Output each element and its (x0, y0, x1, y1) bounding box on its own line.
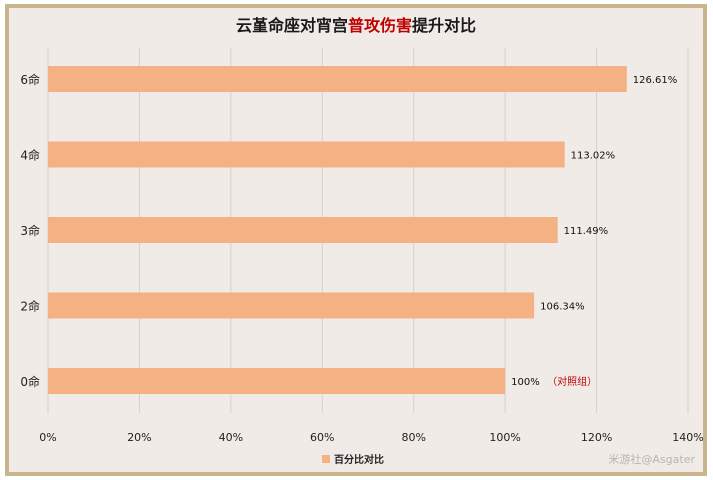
x-tick-label: 40% (219, 431, 243, 444)
legend-label: 百分比对比 (334, 453, 384, 466)
bar (48, 217, 558, 243)
bar-chart: 云堇命座对宵宫普攻伤害提升对比 126.61% 113.02% 111.49% 106… (20, 16, 703, 466)
x-tick-label: 80% (401, 431, 425, 444)
category-label: 6命 (20, 72, 40, 87)
bar (48, 368, 506, 394)
bar-value-label: 106.34% (540, 302, 585, 313)
bar-value-label: 111.49% (564, 226, 609, 237)
category-label: 4命 (20, 148, 40, 163)
bar-value-label: 113.02% (571, 151, 616, 162)
bars: 126.61% 113.02% 111.49% 106.34% 100% （对照组） (48, 66, 677, 394)
chart-title-part: 普攻伤害 (348, 16, 412, 35)
bar-annotation: （对照组） (547, 375, 597, 388)
y-axis-categories: 6命 4命 3命 2命 0命 (20, 72, 40, 389)
chart-title: 云堇命座对宵宫普攻伤害提升对比 (236, 16, 476, 35)
bar (48, 141, 565, 168)
chart-frame: 云堇命座对宵宫普攻伤害提升对比 126.61% 113.02% 111.49% 106… (5, 4, 707, 476)
x-tick-label: 60% (310, 431, 334, 444)
category-label: 0命 (20, 374, 40, 389)
x-tick-label: 0% (39, 431, 56, 444)
x-tick-label: 140% (672, 431, 703, 444)
bar (48, 292, 535, 319)
category-label: 3命 (20, 223, 40, 238)
bar-value-label: 100% (511, 377, 540, 388)
legend: 百分比对比 (322, 453, 384, 466)
chart-title-part: 云堇命座对宵宫 (236, 16, 348, 35)
x-tick-label: 120% (581, 431, 612, 444)
bar (48, 66, 627, 92)
x-axis-ticks: 0% 20% 40% 60% 80% 100% 120% 140% (39, 431, 703, 444)
chart-title-part: 提升对比 (412, 16, 476, 35)
x-tick-label: 20% (127, 431, 151, 444)
category-label: 2命 (20, 299, 40, 314)
legend-swatch (322, 455, 330, 463)
x-tick-label: 100% (489, 431, 520, 444)
watermark: 米游社@Asgater (608, 452, 695, 466)
bar-value-label: 126.61% (633, 75, 678, 86)
